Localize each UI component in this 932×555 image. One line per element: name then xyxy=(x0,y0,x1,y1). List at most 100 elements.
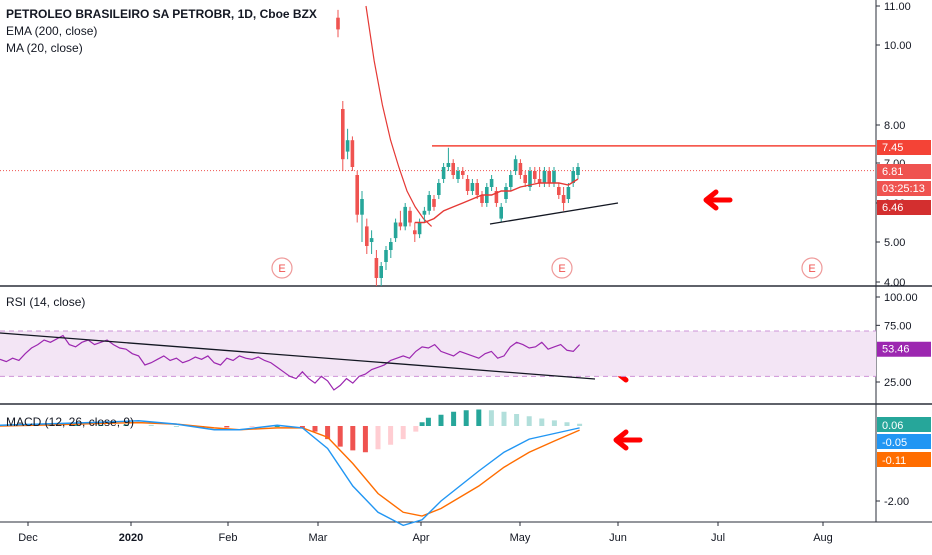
price-tick-label: 4.00 xyxy=(884,277,905,289)
price-label-bg xyxy=(877,200,931,215)
earnings-marker xyxy=(551,257,573,279)
price-label: 6.81 xyxy=(882,166,903,178)
macd-value-label: 0.06 xyxy=(882,420,903,432)
macd-line xyxy=(0,420,580,527)
macd-value-bg xyxy=(877,434,931,449)
macd-histogram-bar xyxy=(400,426,406,440)
candle-body xyxy=(456,171,460,179)
macd-value-label: -0.11 xyxy=(882,455,906,467)
price-arrow-annotation xyxy=(703,189,733,211)
macd-tick-label: -2.00 xyxy=(884,496,909,508)
macd-histogram-bar xyxy=(463,410,469,426)
macd-histogram-bar xyxy=(451,411,457,426)
macd-histogram-bar xyxy=(539,418,545,426)
rsi-band xyxy=(0,331,876,377)
candle-body xyxy=(552,171,556,183)
candle-body xyxy=(465,179,470,191)
candle-body xyxy=(336,17,340,30)
macd-legend[interactable]: MACD (12, 26, close, 9) xyxy=(6,414,134,431)
macd-histogram-bar xyxy=(148,424,154,426)
price-legend: PETROLEO BRASILEIRO SA PETROBR, 1D, Cboe… xyxy=(6,6,317,57)
candle-body xyxy=(561,195,566,203)
time-tick-label: Dec xyxy=(18,532,38,544)
symbol-title[interactable]: PETROLEO BRASILEIRO SA PETROBR, 1D, Cboe… xyxy=(6,7,317,21)
candle-body xyxy=(542,171,547,183)
candle-body xyxy=(576,167,580,175)
macd-histogram-bar xyxy=(526,416,532,426)
price-tick-label: 5.00 xyxy=(884,237,905,249)
candle-body xyxy=(509,175,513,187)
price-tick-label: 8.00 xyxy=(884,120,905,132)
macd-histogram-bar xyxy=(98,424,104,426)
candle-body xyxy=(432,199,436,207)
macd-value-bg xyxy=(877,417,931,432)
macd-histogram-bar xyxy=(551,420,557,426)
candle-body xyxy=(571,171,575,183)
candle-body xyxy=(369,238,374,242)
candle-body xyxy=(379,266,383,278)
macd-histogram-bar xyxy=(476,409,482,426)
macd-histogram-bar xyxy=(438,414,444,426)
earnings-marker-label: E xyxy=(558,263,565,275)
candle-body xyxy=(408,210,412,223)
candle-body xyxy=(504,187,508,199)
candle-body xyxy=(374,258,379,278)
candle-body xyxy=(480,195,484,203)
macd-histogram-bar xyxy=(123,424,129,426)
rsi-value-label: 53.46 xyxy=(882,344,910,356)
time-tick-label: Aug xyxy=(813,532,833,544)
time-tick-label: Jul xyxy=(711,532,725,544)
price-label: 03:25:13 xyxy=(882,183,925,195)
earnings-marker-label: E xyxy=(278,263,285,275)
macd-histogram-bar xyxy=(249,426,255,427)
earnings-marker xyxy=(271,257,293,279)
rsi-legend[interactable]: RSI (14, close) xyxy=(6,294,85,311)
rsi-legend-label: RSI (14, close) xyxy=(6,295,86,309)
candle-body xyxy=(345,140,350,152)
macd-histogram-bar xyxy=(413,426,419,432)
macd-histogram-bar xyxy=(350,426,356,451)
ema-legend[interactable]: EMA (200, close) xyxy=(6,24,98,38)
candle-body xyxy=(403,206,407,227)
candle-body xyxy=(413,230,417,235)
candle-body xyxy=(461,171,465,175)
rsi-line xyxy=(0,334,581,391)
candle-body xyxy=(547,171,551,183)
macd-histogram-bar xyxy=(362,426,368,453)
macd-histogram-bar xyxy=(325,426,331,440)
ma-legend[interactable]: MA (20, close) xyxy=(6,41,83,55)
candle-body xyxy=(494,191,499,203)
price-tick-label: 10.00 xyxy=(884,40,912,52)
macd-histogram-bar xyxy=(73,424,79,426)
time-tick-label: Feb xyxy=(219,532,238,544)
candle-body xyxy=(537,179,542,183)
macd-histogram-bar xyxy=(501,411,507,426)
macd-arrow-annotation xyxy=(613,429,643,451)
macd-histogram-bar xyxy=(388,426,394,445)
candle-body xyxy=(437,183,441,195)
time-tick-label: May xyxy=(510,532,531,544)
support-trendline xyxy=(489,202,619,225)
candle-body xyxy=(384,250,388,262)
candle-body xyxy=(533,171,537,179)
candle-body xyxy=(417,222,422,235)
macd-histogram-bar xyxy=(488,410,494,426)
time-tick-label: Mar xyxy=(309,532,328,544)
macd-value-label: -0.05 xyxy=(882,437,907,449)
candle-body xyxy=(499,206,503,219)
candle-body xyxy=(489,179,494,187)
candle-body xyxy=(518,163,523,175)
rsi-value-bg xyxy=(877,341,931,357)
macd-histogram-bar xyxy=(514,414,520,426)
candle-body xyxy=(451,163,455,175)
macd-histogram-bar xyxy=(299,426,305,428)
rsi-trendline xyxy=(0,332,596,380)
price-label-bg xyxy=(877,164,931,179)
candle-body xyxy=(360,199,364,215)
candle-body xyxy=(341,109,345,160)
macd-value-bg xyxy=(877,452,931,467)
price-label: 6.46 xyxy=(882,202,903,214)
macd-signal-line xyxy=(0,421,580,517)
